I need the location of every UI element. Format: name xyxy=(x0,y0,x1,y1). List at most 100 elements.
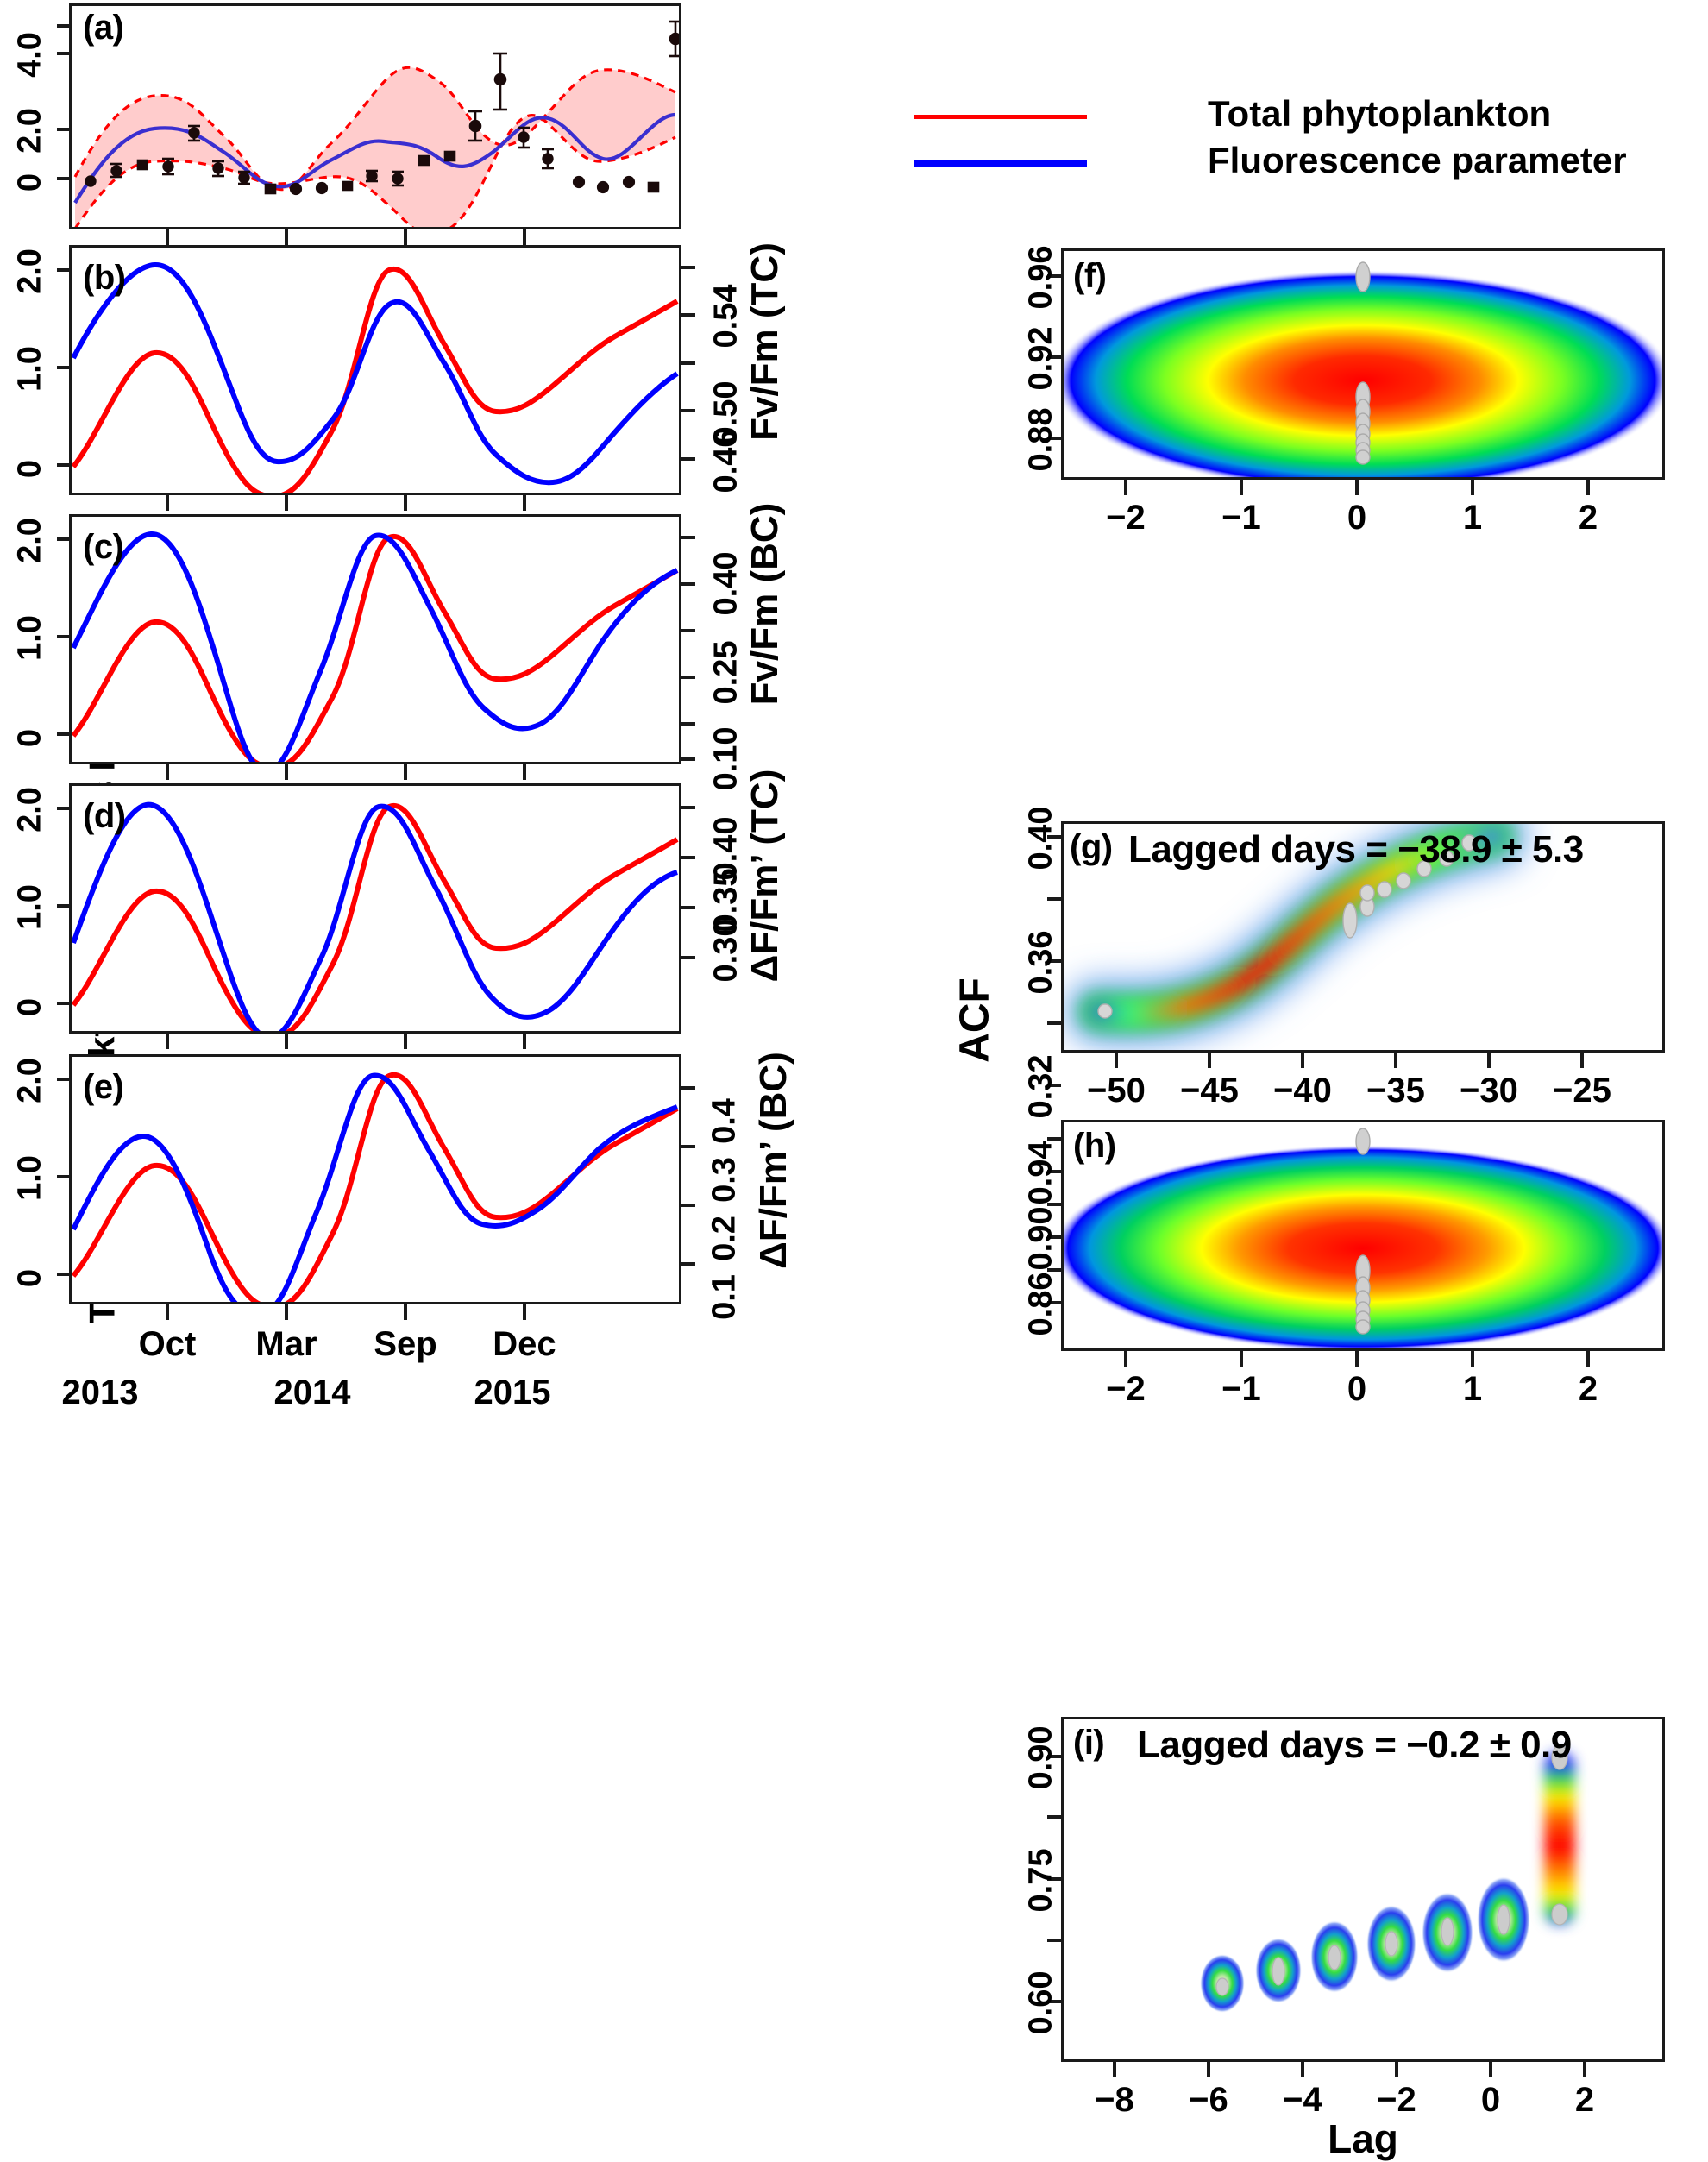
panel-d-line-total-phytoplankton xyxy=(72,802,679,1031)
panel-c-ytick-right-2 xyxy=(681,582,695,586)
panel-g-xlabel-m35: −35 xyxy=(1366,1072,1425,1109)
panel-c-xtick-4 xyxy=(523,764,526,780)
panel-e-ylabel-0: 0 xyxy=(11,1268,48,1288)
panel-g-ytick-a xyxy=(1047,897,1061,901)
panel-i-xlabel-m2: −2 xyxy=(1377,2081,1416,2119)
panel-h-heatmap xyxy=(1064,1128,1662,1348)
panel-h-xtick-m1 xyxy=(1240,1351,1243,1367)
panel-d-ylabel-2: 2.0 xyxy=(11,787,48,833)
panel-a-xtick-1 xyxy=(166,229,169,245)
panel-f-ytick-096 xyxy=(1047,274,1061,278)
panel-g-ytick-b xyxy=(1047,1021,1061,1025)
panel-b-right-axis-title: Fv/Fm (TC) xyxy=(744,242,786,441)
panel-g-xtick-m45 xyxy=(1208,1053,1211,1068)
panel-a-ytick-4 xyxy=(57,52,71,55)
panel-c-ytick-right-1 xyxy=(681,536,695,539)
panel-b-line-fluorescence-parameter xyxy=(72,261,679,486)
panel-a xyxy=(69,3,681,229)
panel-b-ylabel-1: 1.0 xyxy=(11,346,48,392)
panel-i-ylabel-060: 0.60 xyxy=(1022,1970,1059,2035)
lag-axis-title: Lag xyxy=(1328,2116,1398,2161)
xtick-label-dec: Dec xyxy=(493,1325,556,1363)
acf-axis-title: ACF xyxy=(951,977,998,1063)
panel-c-xtick-2 xyxy=(285,764,288,780)
panel-d xyxy=(69,783,681,1034)
panel-i-ylabel-075: 0.75 xyxy=(1022,1848,1059,1913)
panel-h-xtick-0 xyxy=(1355,1351,1359,1367)
panel-h-tag: (h) xyxy=(1073,1127,1116,1165)
legend-label-fluorescence-parameter: Fluorescence parameter xyxy=(1208,140,1627,180)
panel-g-observed-points xyxy=(1097,834,1477,1019)
panel-d-ytick-2 xyxy=(57,807,71,810)
panel-b-yright-label-046: 0.46 xyxy=(707,429,744,493)
panel-f-xlabel-m2: −2 xyxy=(1106,499,1146,537)
panel-c-ytick-1 xyxy=(57,635,71,638)
panel-g-xlabel-m50: −50 xyxy=(1087,1072,1146,1109)
panel-i-ytick-b xyxy=(1047,1939,1061,1942)
panel-h-ytick-094 xyxy=(1047,1170,1061,1173)
panel-d-ytick-1 xyxy=(57,904,71,908)
panel-d-xtick-3 xyxy=(404,1034,407,1049)
panel-i-xtick-m2 xyxy=(1395,2062,1398,2077)
panel-e-line-total-phytoplankton xyxy=(72,1072,679,1302)
panel-g-heatmap xyxy=(1067,824,1526,1044)
panel-f-xtick-m1 xyxy=(1240,480,1243,495)
panel-h-xtick-m2 xyxy=(1124,1351,1127,1367)
panel-c-line-total-phytoplankton xyxy=(72,533,679,762)
panel-d-xtick-4 xyxy=(523,1034,526,1049)
panel-h xyxy=(1061,1120,1665,1351)
panel-f-xtick-1 xyxy=(1471,480,1474,495)
panel-i-ytick-090 xyxy=(1047,1755,1061,1758)
panel-f-xlabel-1: 1 xyxy=(1462,499,1483,537)
panel-c-ytick-right-6 xyxy=(681,757,695,761)
panel-e-ytick-right-2 xyxy=(681,1145,695,1148)
panel-b-ytick-0 xyxy=(57,463,71,467)
panel-h-density-blob xyxy=(1064,1145,1662,1348)
panel-f-ytick-092 xyxy=(1047,355,1061,359)
panel-h-xtick-2 xyxy=(1586,1351,1590,1367)
panel-g-xtick-m35 xyxy=(1394,1053,1397,1068)
panel-g-ytick-036 xyxy=(1047,959,1061,963)
panel-i-xtick-m8 xyxy=(1113,2062,1116,2077)
panel-d-xtick-1 xyxy=(166,1034,169,1049)
xtick-label-2015: 2015 xyxy=(474,1373,551,1411)
panel-b-xtick-1 xyxy=(166,495,169,511)
panel-g-xlabel-m40: −40 xyxy=(1273,1072,1332,1109)
panel-i-xtick-0 xyxy=(1489,2062,1492,2077)
panel-g-tag: (g) xyxy=(1070,828,1113,866)
panel-a-ytick-top xyxy=(57,24,71,28)
panel-e-ytick-1 xyxy=(57,1175,71,1178)
panel-i-ylabel-090: 0.90 xyxy=(1022,1725,1059,1790)
panel-i-xlabel-m4: −4 xyxy=(1283,2081,1322,2119)
panel-e-plot xyxy=(72,1072,679,1302)
panel-h-observed-points xyxy=(1355,1128,1371,1335)
panel-c-ytick-right-3 xyxy=(681,629,695,632)
panel-a-xtick-2 xyxy=(285,229,288,245)
panel-b xyxy=(69,245,681,495)
panel-d-ylabel-1: 1.0 xyxy=(11,884,48,930)
panel-c-xtick-3 xyxy=(404,764,407,780)
legend-swatch-fluorescence-parameter xyxy=(914,160,1087,167)
panel-i-xtick-2 xyxy=(1583,2062,1586,2077)
panel-g-xtick-m25 xyxy=(1580,1053,1584,1068)
panel-d-right-axis-title: ΔF/Fm’ (TC) xyxy=(744,769,786,983)
panel-f-density-blob xyxy=(1064,270,1662,477)
panel-h-ytick-b xyxy=(1047,1203,1061,1206)
panel-a-ci-upper xyxy=(73,66,676,192)
panel-f-heatmap xyxy=(1064,261,1662,477)
panel-i-xlabel-m6: −6 xyxy=(1189,2081,1228,2119)
panel-c-ytick-0 xyxy=(57,732,71,736)
panel-f-ytick-088 xyxy=(1047,437,1061,440)
panel-a-tag: (a) xyxy=(83,9,124,47)
xtick-label-mar: Mar xyxy=(255,1325,317,1363)
panel-a-data-points xyxy=(85,20,679,196)
panel-d-plot xyxy=(72,801,679,1031)
panel-a-ytick-2 xyxy=(57,128,71,131)
xtick-label-2014: 2014 xyxy=(273,1373,351,1411)
panel-g-xlabel-m25: −25 xyxy=(1553,1072,1611,1109)
panel-i-xtick-m4 xyxy=(1301,2062,1304,2077)
panel-h-xlabel-m2: −2 xyxy=(1106,1370,1146,1408)
panel-a-plot xyxy=(73,20,679,227)
panel-h-xlabel-1: 1 xyxy=(1462,1370,1483,1408)
panel-i-xtick-m6 xyxy=(1207,2062,1210,2077)
